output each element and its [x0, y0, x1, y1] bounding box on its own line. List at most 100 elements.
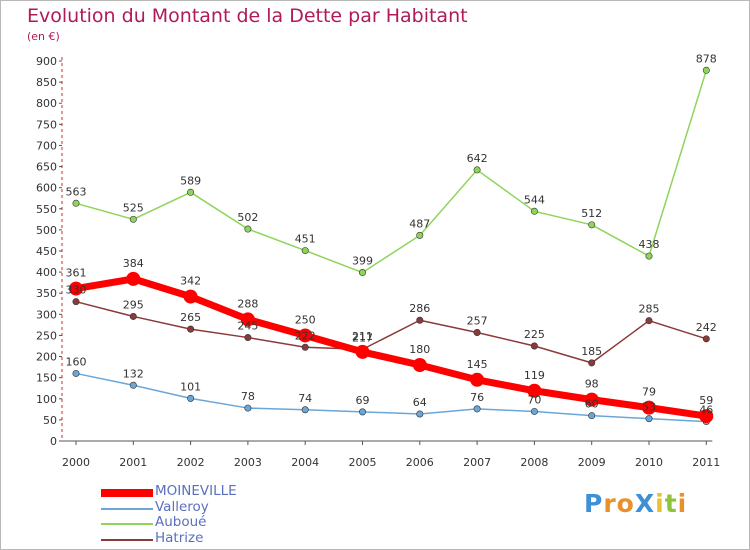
data-label: 225: [524, 328, 545, 341]
data-label: 250: [295, 313, 316, 326]
y-tick-label: 800: [36, 97, 57, 110]
data-label: 330: [66, 284, 87, 297]
data-label: 399: [352, 255, 373, 268]
data-point: [187, 188, 195, 196]
data-label: 512: [581, 207, 602, 220]
y-tick-label: 300: [36, 308, 57, 321]
data-point: [412, 358, 427, 372]
logo-letter: P: [584, 489, 604, 518]
data-point: [584, 392, 599, 407]
legend-swatch: [101, 523, 153, 525]
legend-label: Valleroy: [155, 498, 209, 515]
y-tick-label: 400: [36, 266, 57, 279]
data-point: [470, 372, 485, 387]
data-label: 525: [123, 201, 144, 214]
chart-unit-label: (en €): [27, 30, 60, 43]
data-labels: 361 384 342 288 250 211 180 145 119 98 79 59 160 132 1…: [66, 52, 717, 416]
logo-letter: X: [634, 489, 656, 518]
data-label: 288: [237, 297, 258, 310]
x-tick-label: 2000: [62, 456, 90, 469]
x-tick-label: 2010: [635, 456, 663, 469]
data-label: 59: [699, 394, 713, 407]
data-label: 285: [639, 303, 660, 316]
logo-letter: r: [603, 489, 617, 518]
x-tick-label: 2006: [406, 456, 434, 469]
data-point: [126, 271, 141, 286]
data-point: [72, 298, 80, 306]
y-tick-label: 450: [36, 245, 57, 258]
data-label: 878: [696, 52, 717, 65]
data-label: 98: [585, 378, 599, 391]
data-point: [298, 328, 313, 343]
data-point: [473, 405, 481, 413]
data-point: [588, 359, 596, 367]
y-tick-label: 550: [36, 203, 57, 216]
data-point: [473, 166, 481, 174]
y-tick-label: 350: [36, 287, 57, 300]
data-point: [301, 343, 309, 351]
data-label: 222: [295, 329, 316, 342]
data-point: [72, 199, 80, 207]
data-label: 53: [642, 401, 656, 414]
data-label: 563: [66, 185, 87, 198]
data-label: 589: [180, 174, 201, 187]
data-point: [129, 312, 137, 320]
legend-label: Hatrize: [155, 529, 204, 546]
x-tick-label: 2002: [177, 456, 205, 469]
legend-swatch: [101, 489, 153, 497]
data-point: [301, 247, 309, 255]
data-point: [187, 394, 195, 402]
y-tick-label: 850: [36, 76, 57, 89]
data-label: 145: [467, 358, 488, 371]
proxiti-logo: ProXiti: [584, 489, 687, 518]
legend-swatch: [101, 507, 153, 510]
data-point: [244, 404, 252, 412]
data-label: 342: [180, 275, 201, 288]
data-label: 265: [180, 311, 201, 324]
data-point: [358, 408, 366, 416]
logo-letter: i: [677, 489, 688, 518]
y-tick-label: 750: [36, 118, 57, 131]
y-tick-label: 650: [36, 161, 57, 174]
legend-label: Auboué: [155, 514, 207, 530]
data-label: 79: [642, 386, 656, 399]
data-label: 286: [409, 302, 430, 315]
data-point: [183, 289, 198, 304]
data-label: 119: [524, 369, 545, 382]
x-tick-label: 2003: [234, 456, 262, 469]
data-point: [129, 381, 137, 389]
legend-label: MOINEVILLE: [155, 483, 237, 499]
data-point: [702, 335, 710, 343]
data-label: 64: [413, 396, 427, 409]
x-tick-label: 2007: [463, 456, 491, 469]
data-label: 180: [409, 343, 430, 356]
data-point: [416, 410, 424, 418]
data-point: [645, 415, 653, 423]
y-tick-label: 50: [43, 414, 57, 427]
data-point: [530, 342, 538, 350]
axes: 0 50 100 150 200 250 300 350 400 450 500 550 600 650 7…: [36, 55, 720, 469]
y-tick-label: 150: [36, 372, 57, 385]
data-point: [187, 325, 195, 333]
data-point: [702, 66, 710, 74]
x-tick-label: 2001: [119, 456, 147, 469]
data-label: 74: [298, 392, 312, 405]
data-label: 438: [639, 238, 660, 251]
y-tick-label: 100: [36, 393, 57, 406]
legend-item: Hatrize: [101, 529, 401, 548]
data-point: [645, 317, 653, 325]
x-tick-label: 2004: [291, 456, 319, 469]
data-label: 76: [470, 391, 484, 404]
data-point: [530, 207, 538, 215]
data-label: 257: [467, 314, 488, 327]
data-label: 160: [66, 355, 87, 368]
data-label: 211: [352, 330, 373, 343]
legend-item: Auboué: [101, 514, 401, 532]
data-label: 70: [527, 393, 541, 406]
data-point: [129, 215, 137, 223]
x-tick-label: 2008: [520, 456, 548, 469]
data-label: 502: [237, 211, 258, 224]
data-point: [244, 334, 252, 342]
